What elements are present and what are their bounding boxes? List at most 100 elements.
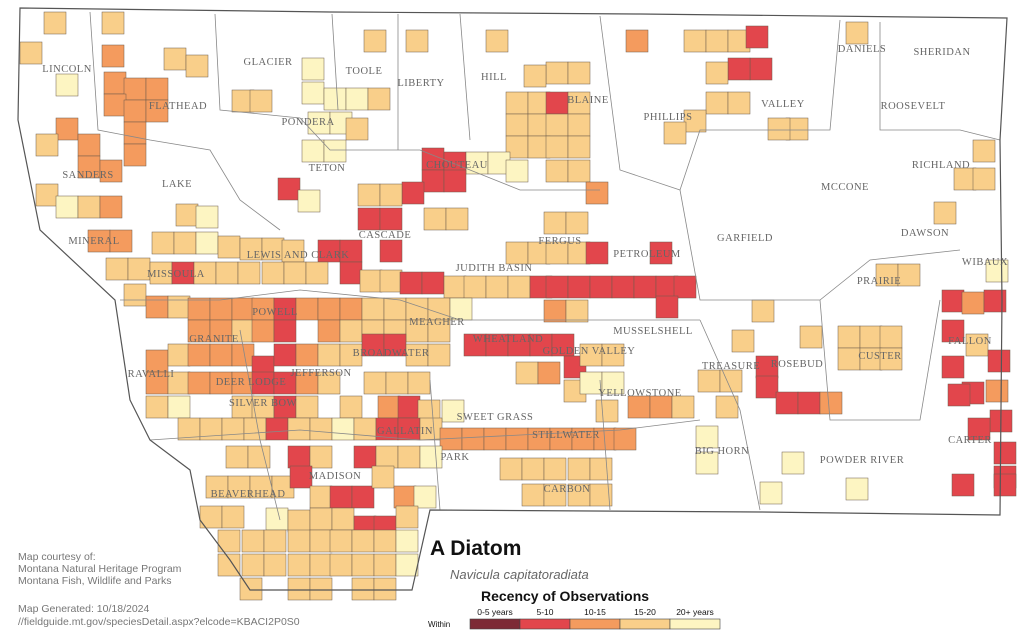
grid-cell [363, 371, 387, 395]
grid-cell [705, 61, 729, 85]
grid-cell [317, 319, 341, 343]
grid-cell [123, 77, 147, 101]
grid-cell [505, 427, 529, 451]
grid-cell [357, 207, 381, 231]
legend-swatch [619, 618, 671, 630]
grid-cell [309, 577, 333, 601]
grid-cell [297, 189, 321, 213]
grid-cell [19, 41, 43, 65]
grid-cell [329, 485, 353, 509]
grid-cell [507, 275, 531, 299]
grid-cell [317, 297, 341, 321]
grid-cell [101, 11, 125, 35]
grid-cell [613, 427, 637, 451]
grid-cell [231, 343, 255, 367]
grid-cell [339, 297, 363, 321]
county-label: GALLATIN [377, 426, 433, 437]
county-label: MUSSELSHELL [613, 326, 693, 337]
grid-cell [985, 379, 1009, 403]
grid-cell [941, 289, 965, 313]
county-label: LIBERTY [397, 78, 444, 89]
grid-cell [209, 297, 233, 321]
grid-cell [749, 57, 773, 81]
grid-cell [972, 139, 996, 163]
legend-swatch [519, 618, 571, 630]
grid-cell [565, 299, 589, 323]
county-label: RAVALLI [128, 369, 175, 380]
grid-cell [545, 91, 569, 115]
county-label: YELLOWSTONE [598, 388, 681, 399]
map-title: A Diatom [430, 537, 521, 560]
grid-cell [237, 261, 261, 285]
grid-cell [331, 417, 355, 441]
grid-cell [145, 295, 169, 319]
grid-cell [543, 483, 567, 507]
county-label: FALLON [948, 336, 992, 347]
grid-cell [145, 77, 169, 101]
grid-cell [445, 207, 469, 231]
grid-cell [309, 485, 333, 509]
grid-cell [395, 505, 419, 529]
county-label: JEFFERSON [290, 368, 351, 379]
county-label: DANIELS [838, 44, 886, 55]
county-labels: LINCOLN FLATHEAD GLACIER TOOLE LIBERTY HILL BL… [42, 44, 1007, 500]
grid-cell [897, 263, 921, 287]
grid-cell [515, 361, 539, 385]
county-line [699, 319, 761, 511]
grid-cell [683, 29, 707, 53]
county-label: CARTER [948, 435, 992, 446]
grid-cell [759, 481, 783, 505]
grid-cell [195, 205, 219, 229]
grid-cell [123, 283, 147, 307]
grid-cell [55, 195, 79, 219]
source-url: //fieldguide.mt.gov/speciesDetail.aspx?e… [18, 616, 300, 628]
grid-cell [767, 117, 791, 141]
grid-cell [505, 113, 529, 137]
grid-cell [543, 211, 567, 235]
legend-label: 5-10 [536, 607, 553, 617]
grid-cell [221, 417, 245, 441]
grid-cell [545, 113, 569, 137]
county-label: PONDERA [281, 117, 334, 128]
legend-prefix: Within [428, 620, 450, 629]
grid-cell [99, 159, 123, 183]
grid-cell [379, 269, 403, 293]
grid-cell [751, 299, 775, 323]
grid-cell [399, 271, 423, 295]
grid-cell [375, 445, 399, 469]
grid-cell [217, 235, 241, 259]
credit-line: Montana Fish, Wildlife and Parks [18, 575, 171, 587]
grid-cell [329, 529, 353, 553]
grid-cell [505, 91, 529, 115]
grid-cell [837, 325, 861, 349]
grid-cell [879, 325, 903, 349]
legend: 0-5 years 5-10 10-15 15-20 20+ years [469, 607, 721, 630]
grid-cell [799, 325, 823, 349]
legend-swatch [469, 618, 521, 630]
grid-cell [397, 445, 421, 469]
grid-cell [273, 319, 297, 343]
grid-cell [421, 169, 445, 193]
county-label: GOLDEN VALLEY [543, 346, 636, 357]
grid-cell [215, 261, 239, 285]
grid-cell [443, 275, 467, 299]
grid-cell [993, 473, 1017, 497]
grid-cell [567, 275, 591, 299]
grid-cell [427, 319, 451, 343]
county-label: BLAINE [567, 95, 609, 106]
grid-cell [173, 231, 197, 255]
grid-cell [565, 211, 589, 235]
grid-cell [697, 369, 721, 393]
grid-cell [543, 299, 567, 323]
grid-cell [305, 261, 329, 285]
grid-cell [145, 99, 169, 123]
grid-cell [99, 195, 123, 219]
county-line [239, 329, 281, 521]
grid-cell [187, 297, 211, 321]
grid-cell [953, 167, 977, 191]
grid-cell [43, 11, 67, 35]
credits: Map courtesy of:Montana Natural Heritage… [18, 551, 182, 587]
grid-cell [339, 261, 363, 285]
county-label: STILLWATER [532, 430, 600, 441]
